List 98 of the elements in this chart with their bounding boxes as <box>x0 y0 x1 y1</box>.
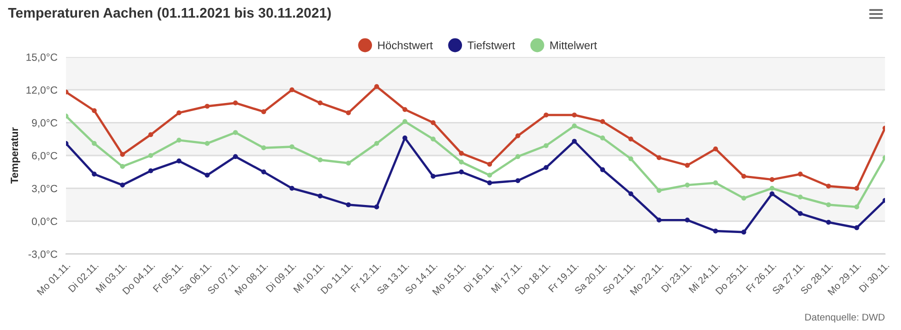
point <box>684 182 690 188</box>
legend-label: Tiefstwert <box>468 41 515 50</box>
point <box>430 174 436 179</box>
point <box>656 218 662 223</box>
y-tick-label: 15,0°C <box>26 54 58 62</box>
point <box>770 191 774 196</box>
point <box>176 138 182 143</box>
line-series <box>66 84 885 191</box>
point <box>600 136 606 140</box>
point <box>346 110 351 116</box>
chart-title: Temperaturen Aachen (01.11.2021 bis 30.11.2021) <box>8 8 331 20</box>
point <box>798 194 803 200</box>
point <box>318 157 323 162</box>
y-tick-label: 6,0°C <box>32 152 58 161</box>
point <box>92 108 97 114</box>
point <box>826 220 831 225</box>
point <box>798 172 803 177</box>
point <box>741 196 746 201</box>
point <box>430 120 436 126</box>
point <box>770 177 774 182</box>
y-tick-label: 0,0°C <box>32 218 58 226</box>
point <box>120 152 125 157</box>
point <box>544 143 549 148</box>
point <box>402 107 408 112</box>
y-tick-label: 9,0°C <box>32 119 58 128</box>
point <box>515 178 520 184</box>
point <box>402 136 408 140</box>
point <box>458 169 464 174</box>
point <box>318 100 323 106</box>
point <box>741 174 746 179</box>
point <box>487 162 492 167</box>
point <box>572 112 577 118</box>
point <box>600 119 606 124</box>
legend-label: Mittelwert <box>550 41 597 50</box>
legend-label: Höchstwert <box>378 41 433 50</box>
point <box>233 130 238 135</box>
point <box>854 225 860 230</box>
point <box>600 167 606 172</box>
point <box>148 153 154 158</box>
y-tick-label: 3,0°C <box>32 184 58 194</box>
point <box>374 84 380 89</box>
point <box>176 158 182 164</box>
point <box>261 169 266 174</box>
point <box>628 156 634 162</box>
point <box>261 109 266 114</box>
y-tick-label: 12,0°C <box>26 86 58 95</box>
point <box>458 150 464 156</box>
text: Datenquelle: DWD <box>805 313 885 323</box>
point <box>233 100 238 106</box>
point <box>92 141 97 146</box>
point <box>826 184 831 189</box>
point <box>261 145 266 150</box>
point <box>544 165 549 170</box>
point <box>487 172 492 178</box>
point <box>92 172 97 177</box>
point <box>826 202 831 208</box>
point <box>515 133 520 138</box>
point <box>374 141 380 146</box>
point <box>572 124 577 128</box>
point <box>741 230 746 235</box>
point <box>544 112 549 118</box>
point <box>176 110 182 116</box>
point <box>233 154 238 160</box>
point <box>430 136 436 142</box>
point <box>854 204 860 210</box>
point <box>120 182 125 188</box>
point <box>290 144 294 150</box>
point <box>346 202 351 208</box>
point <box>204 104 210 109</box>
point <box>487 180 492 186</box>
point <box>572 138 577 144</box>
point <box>204 141 210 146</box>
point <box>148 168 154 174</box>
point <box>713 146 718 152</box>
point <box>458 160 464 164</box>
point <box>854 186 860 191</box>
point <box>684 162 690 168</box>
point <box>713 180 718 186</box>
y-axis-title: Temperatur <box>10 127 20 184</box>
point <box>656 155 662 160</box>
point <box>402 119 408 124</box>
point <box>346 160 351 166</box>
point <box>318 194 323 198</box>
point <box>770 186 774 191</box>
point <box>515 154 520 160</box>
y-tick-label: -3,0°C <box>28 250 58 260</box>
point <box>656 188 662 193</box>
point <box>148 132 154 138</box>
point <box>628 191 634 196</box>
point <box>684 218 690 223</box>
point <box>798 211 803 216</box>
point <box>120 164 125 169</box>
point <box>713 228 718 234</box>
point <box>374 204 380 210</box>
point <box>204 172 210 178</box>
point <box>290 186 294 191</box>
point <box>290 87 294 92</box>
point <box>628 136 634 142</box>
